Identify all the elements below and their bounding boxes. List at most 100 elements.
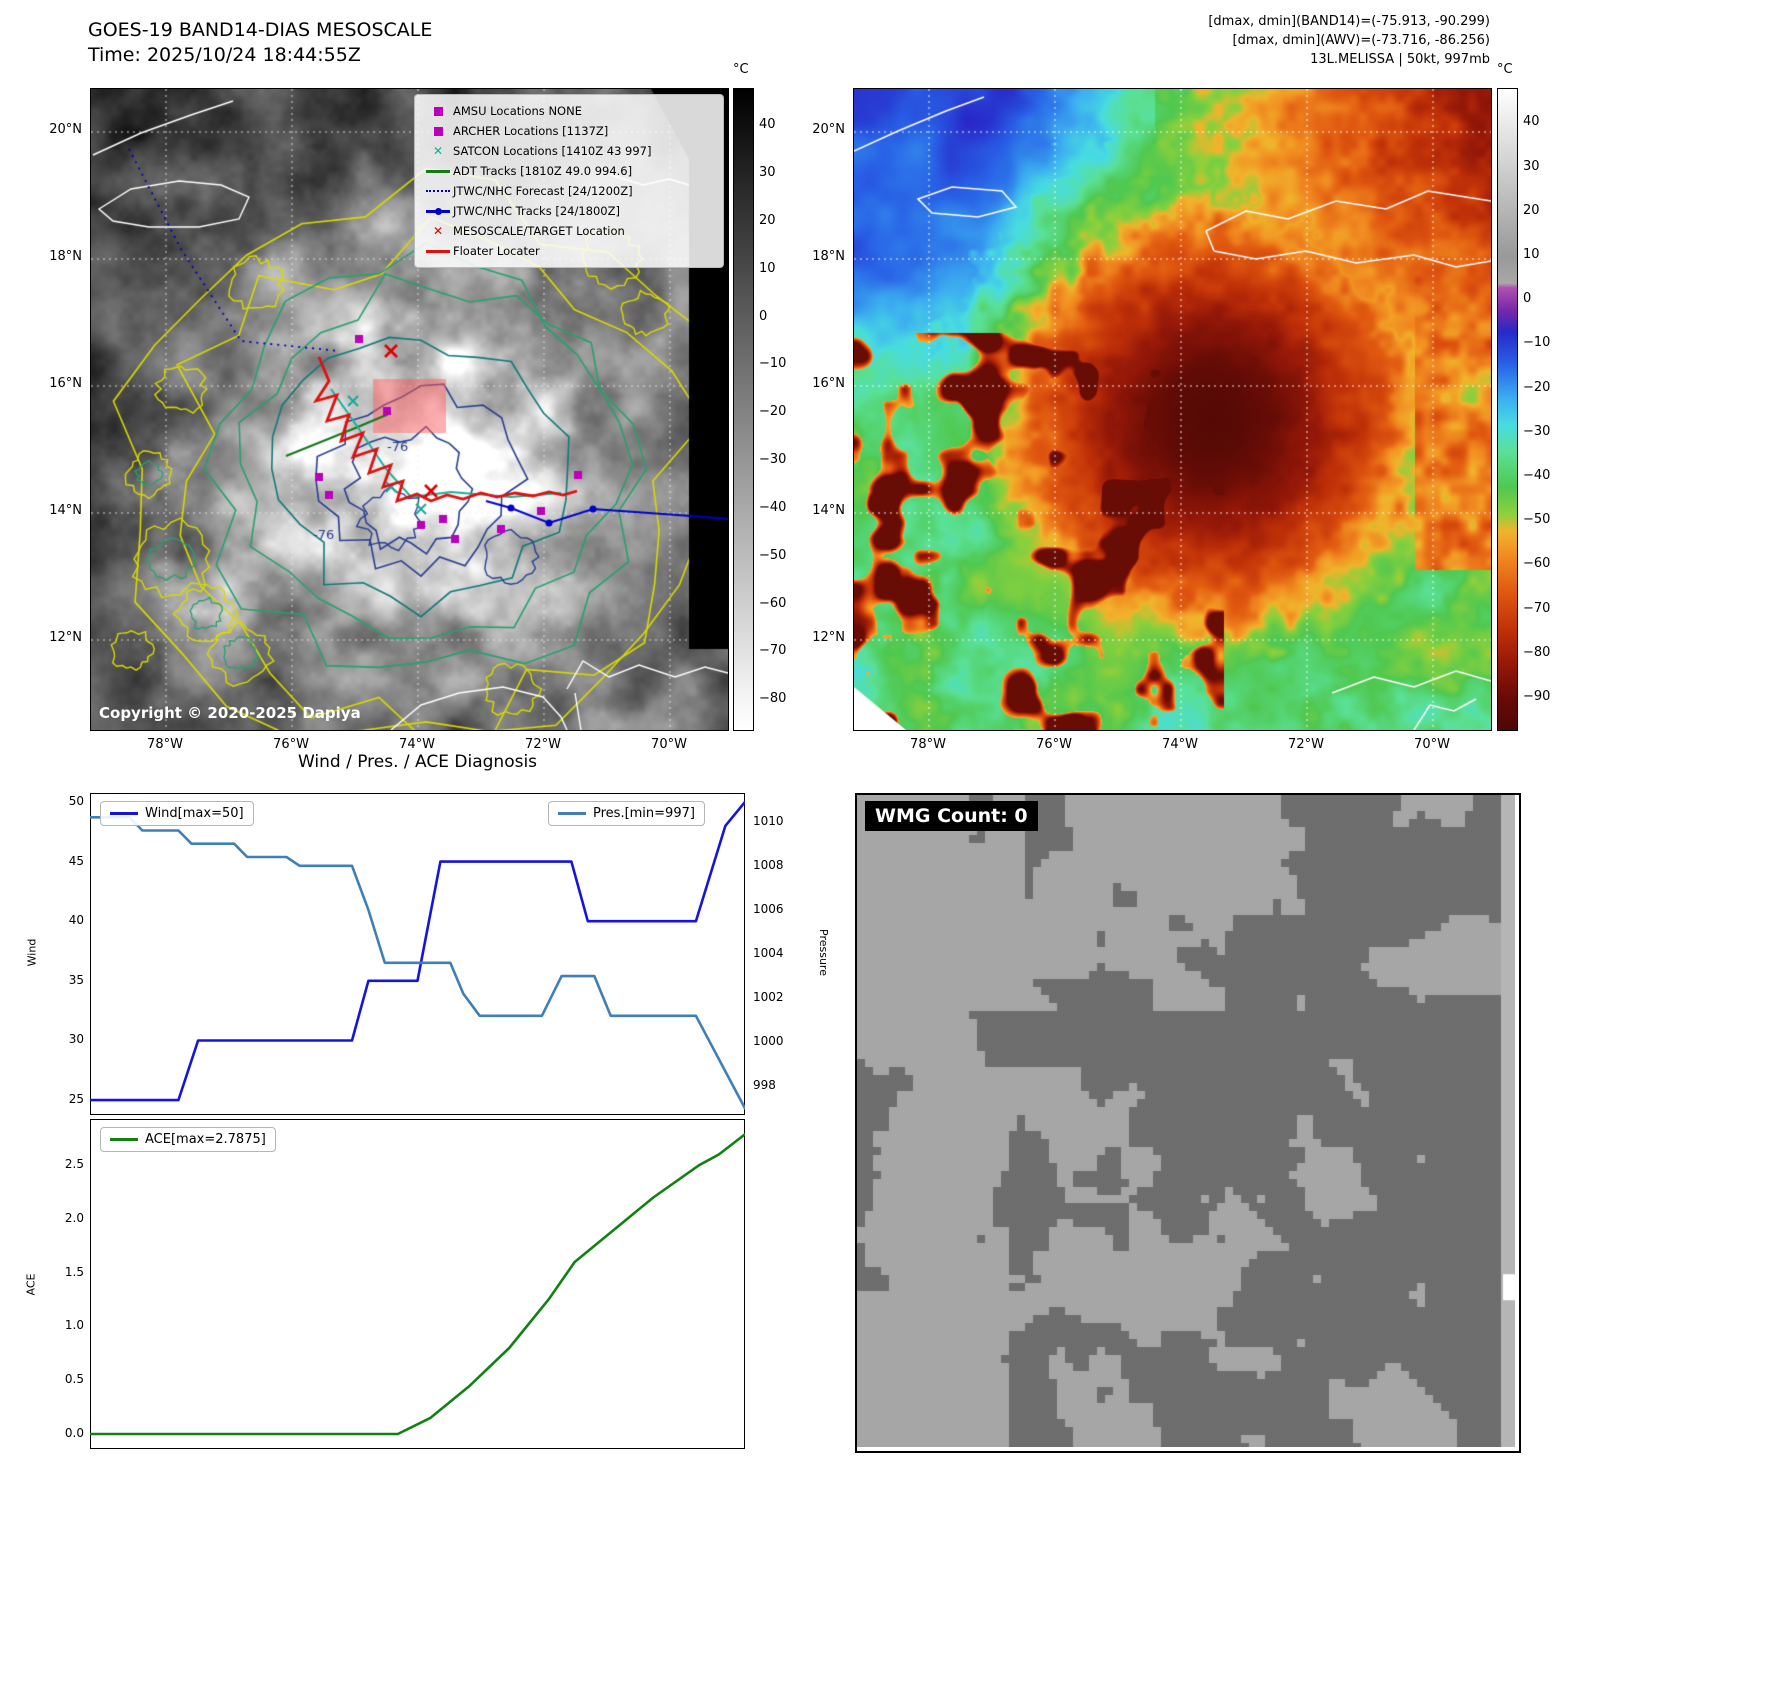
left-map-title: GOES-19 BAND14-DIAS MESOSCALE (88, 19, 433, 41)
pressure-tick-label: 998 (753, 1078, 776, 1093)
wind-legend: Wind[max=50] (100, 801, 254, 826)
ace-legend: ACE[max=2.7875] (100, 1127, 276, 1152)
colorbar-tick-label: −40 (759, 499, 787, 515)
wmg-count-badge: WMG Count: 0 (865, 801, 1038, 831)
right-colorbar-unit: °C (1497, 62, 1513, 77)
ace-chart (90, 1119, 745, 1449)
colorbar-tick-label: −70 (759, 643, 787, 659)
colorbar-tick-label: 30 (1523, 158, 1540, 174)
lon-tick-label: 74°W (1162, 737, 1198, 752)
awv-satellite-image (854, 89, 1491, 730)
map-legend-item: Floater Locater (423, 241, 715, 261)
lat-tick-label: 12°N (49, 630, 82, 645)
left-colorbar (733, 88, 754, 731)
map-legend-label: MESOSCALE/TARGET Location (453, 224, 625, 238)
dmax-dmin-band14: [dmax, dmin](BAND14)=(-75.913, -90.299) (1208, 14, 1490, 29)
wind-legend-line (110, 812, 138, 815)
wind-axis-label: Wind (25, 938, 39, 967)
pressure-tick-label: 1006 (753, 901, 784, 916)
lat-tick-label: 14°N (812, 503, 845, 518)
pressure-tick-label: 1000 (753, 1034, 784, 1049)
pressure-axis-label: Pressure (816, 929, 830, 976)
awv-satellite-map (853, 88, 1492, 731)
colorbar-tick-label: −10 (759, 356, 787, 372)
colorbar-tick-label: 40 (759, 117, 776, 133)
colorbar-tick-label: 30 (759, 165, 776, 181)
lon-tick-label: 72°W (1288, 737, 1324, 752)
copyright-text: Copyright © 2020-2025 Dapiya (99, 704, 361, 722)
square-legend-marker (423, 126, 453, 136)
colorbar-tick-label: −40 (1523, 468, 1551, 484)
ace-legend-line (110, 1138, 138, 1141)
lon-tick-label: 78°W (147, 737, 183, 752)
wind-pressure-chart (90, 793, 745, 1115)
wind-tick-label: 45 (68, 853, 84, 868)
map-legend-item: JTWC/NHC Tracks [24/1800Z] (423, 201, 715, 221)
map-legend-item: AMSU Locations NONE (423, 101, 715, 121)
pressure-tick-label: 1010 (753, 813, 784, 828)
colorbar-tick-label: 20 (759, 212, 776, 228)
map-legend-item: JTWC/NHC Forecast [24/1200Z] (423, 181, 715, 201)
map-legend-item: ARCHER Locations [1137Z] (423, 121, 715, 141)
colorbar-tick-label: −30 (1523, 423, 1551, 439)
left-colorbar-unit: °C (733, 62, 749, 77)
right-colorbar (1497, 88, 1518, 731)
ace-tick-label: 1.5 (64, 1264, 84, 1279)
pressure-legend-label: Pres.[min=997] (593, 806, 695, 821)
lon-tick-label: 76°W (1036, 737, 1072, 752)
ace-tick-label: 2.0 (64, 1210, 84, 1225)
x-legend-marker: ✕ (432, 224, 444, 238)
wind-tick-label: 30 (68, 1032, 84, 1047)
colorbar-tick-label: 10 (759, 260, 776, 276)
wind-tick-label: 50 (68, 793, 84, 808)
colorbar-tick-label: 10 (1523, 246, 1540, 262)
colorbar-tick-label: 20 (1523, 202, 1540, 218)
storm-id-intensity: 13L.MELISSA | 50kt, 997mb (1310, 52, 1490, 67)
wind-tick-label: 40 (68, 913, 84, 928)
pressure-legend-line (558, 812, 586, 815)
linedot-legend-marker (423, 207, 453, 215)
lon-tick-label: 74°W (399, 737, 435, 752)
colorbar-tick-label: −20 (759, 404, 787, 420)
lon-tick-label: 70°W (651, 737, 687, 752)
map-legend-item: ADT Tracks [1810Z 49.0 994.6] (423, 161, 715, 181)
colorbar-tick-label: 40 (1523, 114, 1540, 130)
map-legend-label: ARCHER Locations [1137Z] (453, 124, 609, 138)
map-legend-label: ADT Tracks [1810Z 49.0 994.6] (453, 164, 633, 178)
ace-tick-label: 0.5 (64, 1372, 84, 1387)
dmax-dmin-awv: [dmax, dmin](AWV)=(-73.716, -86.256) (1232, 33, 1490, 48)
lon-tick-label: 76°W (273, 737, 309, 752)
lat-tick-label: 20°N (49, 122, 82, 137)
colorbar-tick-label: −10 (1523, 335, 1551, 351)
map-legend-label: SATCON Locations [1410Z 43 997] (453, 144, 652, 158)
x-legend-marker: ✕ (432, 144, 444, 158)
pressure-tick-label: 1004 (753, 946, 784, 960)
wind-tick-label: 35 (68, 972, 84, 987)
diagnosis-section-title: Wind / Pres. / ACE Diagnosis (297, 752, 538, 772)
pressure-tick-label: 1008 (753, 857, 784, 872)
colorbar-tick-label: −30 (759, 452, 787, 468)
right-map-header: [dmax, dmin](BAND14)=(-75.913, -90.299) … (1090, 12, 1490, 69)
map-legend-label: JTWC/NHC Forecast [24/1200Z] (453, 184, 633, 198)
lat-tick-label: 18°N (812, 249, 845, 264)
ace-axis-label: ACE (24, 1273, 38, 1296)
map-legend-label: JTWC/NHC Tracks [24/1800Z] (453, 204, 620, 218)
pressure-legend: Pres.[min=997] (548, 801, 705, 826)
lat-tick-label: 14°N (49, 503, 82, 518)
colorbar-tick-label: 0 (759, 308, 768, 324)
lat-tick-label: 18°N (49, 249, 82, 264)
wind-tick-label: 25 (68, 1092, 84, 1107)
lon-tick-label: 72°W (525, 737, 561, 752)
line-legend-marker (423, 169, 453, 173)
map-legend: AMSU Locations NONE ARCHER Locations [113… (414, 94, 724, 268)
square-legend-marker (423, 106, 453, 116)
lat-tick-label: 12°N (812, 630, 845, 645)
colorbar-tick-label: −80 (759, 691, 787, 707)
colorbar-tick-label: −50 (1523, 512, 1551, 528)
map-legend-label: Floater Locater (453, 244, 540, 258)
ace-legend-label: ACE[max=2.7875] (145, 1132, 266, 1147)
colorbar-tick-label: −50 (759, 547, 787, 563)
ace-tick-label: 1.0 (64, 1318, 84, 1333)
line-legend-marker (423, 249, 453, 253)
wmg-mask-map (857, 795, 1515, 1447)
